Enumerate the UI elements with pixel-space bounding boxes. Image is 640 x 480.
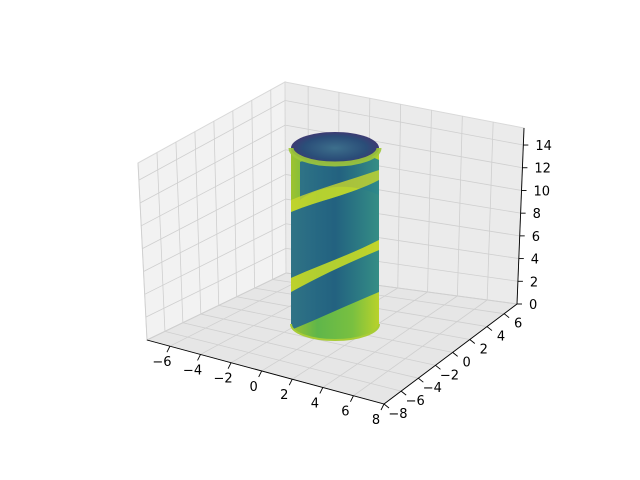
y-gridline-floor	[164, 330, 402, 392]
x-tick-label: −6	[152, 355, 171, 370]
x-tick-label: −2	[214, 372, 233, 387]
axis-lines	[146, 127, 525, 405]
x-tick-mark	[319, 387, 324, 394]
x-gridline-floor	[169, 275, 309, 347]
y-tick-mark	[435, 364, 441, 370]
z-gridline-left	[142, 174, 286, 250]
z-gridline-left	[145, 247, 287, 318]
z-gridline-left	[138, 100, 286, 181]
z-gridline-left	[143, 198, 286, 272]
y-tick-label: −6	[406, 394, 425, 409]
stripe-light-1	[291, 170, 379, 212]
x-gridline-back	[397, 104, 402, 289]
z-tick-label: 14	[535, 139, 552, 154]
x-tick-mark	[258, 370, 263, 378]
y-tick-label: 4	[497, 330, 505, 345]
y-gridline-left	[232, 110, 238, 297]
x-gridline-floor	[353, 299, 488, 397]
y-tick-label: 2	[480, 342, 488, 357]
z-axis-ticks: 0 2 4 6 8 10 12 14	[517, 139, 552, 313]
stripe-light-2	[291, 240, 379, 292]
z-tick-label: 10	[534, 184, 551, 199]
y-tick-mark	[503, 313, 510, 319]
y-gridline-left	[175, 142, 184, 323]
y-tick-mark	[469, 339, 476, 344]
x-axis-line	[146, 339, 385, 405]
y-gridline-left	[251, 100, 256, 289]
y-gridline-left	[270, 89, 273, 280]
y-tick-mark	[400, 390, 407, 396]
x-tick-label: 8	[372, 413, 380, 428]
cylinder-surface	[288, 132, 382, 341]
y-tick-label: 0	[463, 355, 471, 370]
y-tick-mark	[486, 326, 493, 331]
y-gridline-floor	[182, 322, 419, 379]
z-tick-label: 8	[533, 207, 541, 222]
cylinder-top-rim	[288, 147, 382, 167]
x-gridline-floor	[322, 295, 458, 388]
y-axis-line	[383, 303, 518, 405]
z-gridline-left	[141, 149, 286, 227]
x-tick-mark	[166, 345, 171, 353]
z-tick-label: 0	[529, 298, 537, 313]
x-tick-mark	[288, 379, 293, 386]
y-gridline-left	[213, 121, 220, 306]
x-axis-ticks: −6 −4 −2 0 2 4 6 8	[152, 345, 385, 428]
x-tick-mark	[197, 354, 201, 361]
z-tick-label: 2	[530, 275, 538, 290]
y-tick-mark	[418, 377, 424, 383]
x-tick-mark	[380, 403, 385, 411]
x-tick-label: −4	[183, 363, 202, 378]
y-tick-label: −2	[440, 368, 459, 383]
stripe-2	[291, 180, 379, 278]
x-gridline-back	[456, 116, 463, 297]
z-gridline-back	[285, 124, 523, 169]
cylinder-top	[291, 132, 379, 164]
z-axis-line	[516, 127, 525, 305]
x-tick-mark	[227, 362, 232, 369]
stripe-3	[291, 250, 379, 330]
z-gridline-left	[146, 272, 287, 341]
z-tick-label: 6	[532, 230, 540, 245]
z-tick-label: 4	[531, 253, 539, 268]
y-tick-label: 6	[514, 317, 522, 332]
y-tick-label: −8	[388, 407, 407, 422]
y-gridline-left	[156, 152, 166, 332]
z-gridline-left	[139, 124, 286, 204]
y-tick-label: −4	[423, 381, 442, 396]
x-gridline-back	[427, 110, 432, 293]
y-tick-mark	[452, 352, 458, 357]
x-tick-label: 6	[341, 405, 349, 420]
y-gridline-left	[194, 131, 202, 315]
x-tick-mark	[350, 395, 354, 402]
x-tick-label: 0	[250, 380, 258, 395]
z-gridline-back	[285, 100, 524, 146]
cylinder-bottom-rim	[290, 323, 380, 341]
z-gridline-left	[144, 223, 286, 295]
x-tick-label: 2	[280, 388, 288, 403]
z-tick-label: 12	[534, 162, 551, 177]
x-gridline-back	[486, 122, 494, 301]
y-gridline-left	[137, 162, 148, 341]
y-tick-mark	[383, 403, 390, 409]
x-tick-label: 4	[311, 396, 319, 411]
